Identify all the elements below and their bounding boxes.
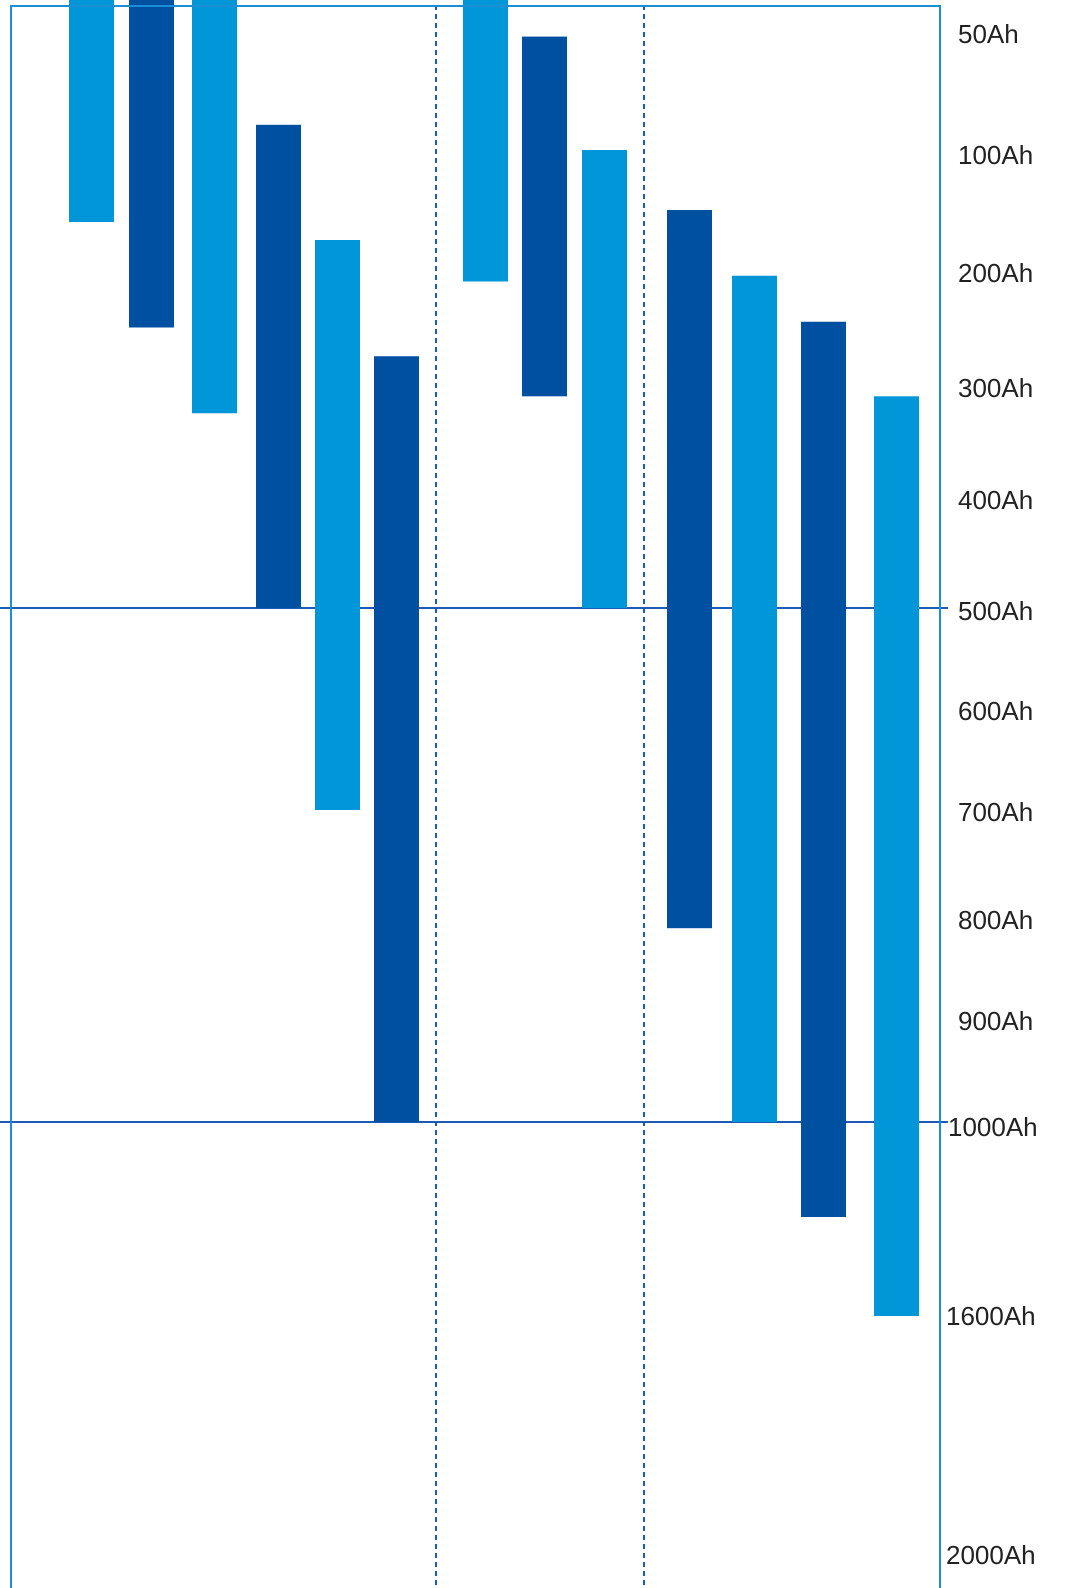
y-tick-label: 1600Ah <box>946 1301 1036 1331</box>
range-bar-11 <box>732 275 777 1122</box>
y-axis-tick-labels: 50Ah 100Ah 200Ah 300Ah 400Ah 500Ah 600Ah 700Ah 8… <box>946 19 1038 1570</box>
range-bar-7 <box>463 0 508 282</box>
range-bar-13 <box>874 396 919 1316</box>
y-tick-label: 300Ah <box>958 373 1033 403</box>
range-bar-10 <box>667 210 712 929</box>
range-bar-6 <box>374 356 419 1122</box>
y-tick-label: 1000Ah <box>948 1112 1038 1142</box>
gridlines <box>0 5 948 1588</box>
y-tick-label: 800Ah <box>958 905 1033 935</box>
y-tick-label: 100Ah <box>958 140 1033 170</box>
y-tick-label: 600Ah <box>958 696 1033 726</box>
y-tick-label: 700Ah <box>958 797 1033 827</box>
y-tick-label: 2000Ah <box>946 1540 1036 1570</box>
y-tick-label: 500Ah <box>958 596 1033 626</box>
y-tick-label: 50Ah <box>958 19 1019 49</box>
range-bars <box>69 0 919 1316</box>
plot-frame <box>10 5 941 1588</box>
y-tick-label: 900Ah <box>958 1006 1033 1036</box>
range-bar-12 <box>801 321 846 1217</box>
range-bar-4 <box>256 124 301 609</box>
range-bar-3 <box>192 0 237 414</box>
y-tick-label: 200Ah <box>958 258 1033 288</box>
range-bar-9 <box>582 150 627 608</box>
y-tick-label: 400Ah <box>958 485 1033 515</box>
range-bar-8 <box>522 36 567 397</box>
range-bar-2 <box>129 0 174 328</box>
range-bar-5 <box>315 240 360 810</box>
range-bar-1 <box>69 0 114 222</box>
